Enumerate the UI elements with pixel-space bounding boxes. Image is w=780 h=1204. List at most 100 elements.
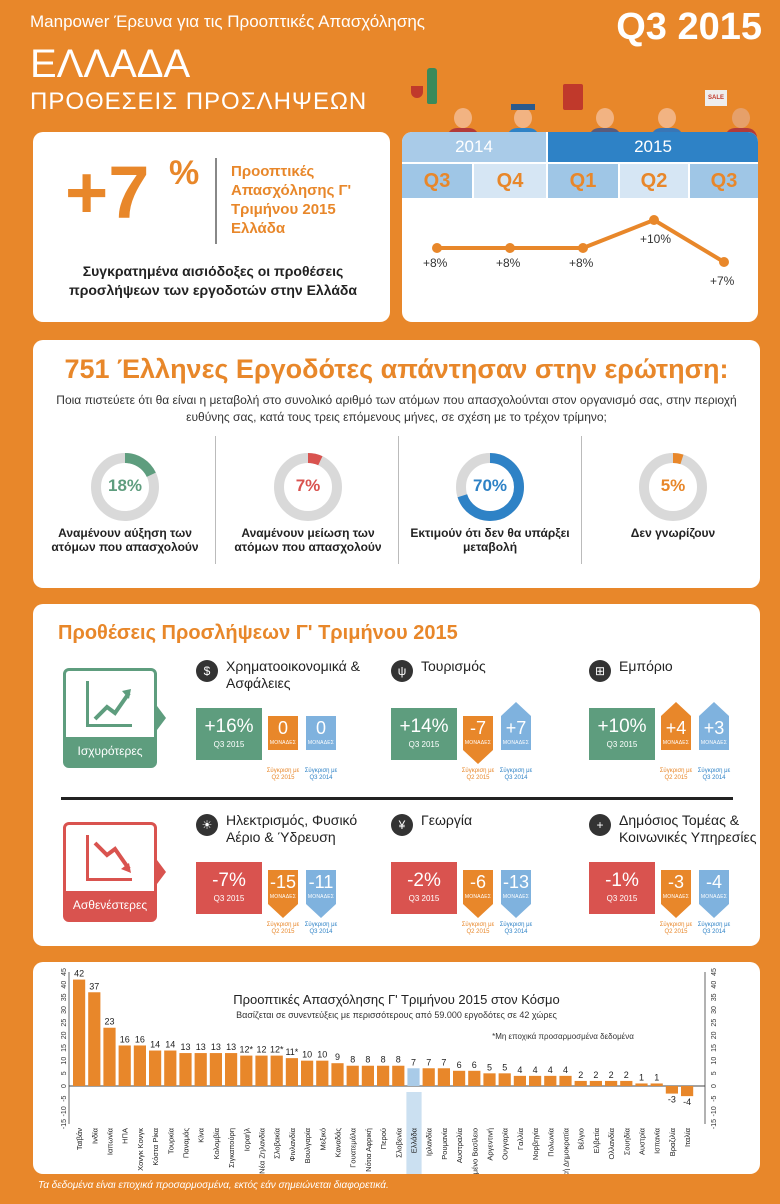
answer-increase: 18% Αναμένουν αύξηση των ατόμων που απασ… xyxy=(35,436,215,576)
category-label: Βουλγαρία xyxy=(303,1127,312,1163)
category-label: Πολωνία xyxy=(546,1127,555,1156)
bar-value-label: 8 xyxy=(396,1055,401,1065)
header-country: ΕΛΛΑΔΑ xyxy=(30,42,191,86)
sector-value: -1% xyxy=(605,870,639,891)
category-label: Τουρκία xyxy=(166,1127,175,1154)
answer-pct: 5% xyxy=(660,476,686,495)
bar xyxy=(665,1086,678,1094)
arrow-up-icon xyxy=(661,702,691,716)
compare-q3-label: Σύγκριση με Q3 2014 xyxy=(304,768,338,781)
compare-q2-label: Σύγκριση με Q2 2015 xyxy=(461,768,495,781)
donut-chart xyxy=(639,453,707,521)
category-label: Ηνωμένο Βασίλειο xyxy=(470,1128,479,1174)
bar-value-label: 5 xyxy=(487,1062,492,1072)
plus-icon: + xyxy=(589,814,611,836)
category-label: Σιγκαπούρη xyxy=(227,1128,236,1168)
change-box: +4 ΜΟΝΑΔΕΣ xyxy=(661,702,691,750)
bar-value-label: -3 xyxy=(668,1095,676,1105)
category-label: Ουγγαρία xyxy=(501,1127,510,1160)
bar-value-label: 13 xyxy=(196,1042,206,1052)
bar-value-label: 12* xyxy=(270,1045,284,1055)
bar xyxy=(650,1083,663,1086)
change-box: -6 ΜΟΝΑΔΕΣ xyxy=(463,870,493,918)
sector-period: Q3 2015 xyxy=(606,740,638,749)
category-label: Νέα Ζηλανδία xyxy=(258,1127,267,1173)
weakest-arrow xyxy=(154,856,166,888)
bar-value-label: 14 xyxy=(165,1040,175,1050)
category-label: Σουηδία xyxy=(622,1127,631,1155)
bar xyxy=(574,1080,587,1086)
y-tick-label: -15 xyxy=(711,1119,718,1129)
donut-slice xyxy=(456,453,524,521)
sector-period: Q3 2015 xyxy=(213,894,245,903)
y-tick-label: -10 xyxy=(711,1106,718,1116)
bar-value-label: -4 xyxy=(683,1097,691,1107)
category-label: Καναδάς xyxy=(334,1128,343,1158)
bar-value-label: 11* xyxy=(285,1047,298,1057)
sector-period: Q3 2015 xyxy=(408,894,440,903)
quarter-cell: Q3 xyxy=(690,164,758,198)
sector-value: -2% xyxy=(407,870,441,891)
sector-name: Γεωργία xyxy=(421,812,473,828)
category-label: Ελβετία xyxy=(592,1127,601,1153)
sector-name: Δημόσιος Τομέας & Κοινωνικές Υπηρεσίες xyxy=(619,812,757,845)
category-label: Ταϊβάν xyxy=(75,1128,84,1150)
section-divider xyxy=(61,797,733,800)
category-label: Μεξικό xyxy=(318,1128,327,1150)
sector-weakest-2: + Δημόσιος Τομέας & Κοινωνικές Υπηρεσίες -… xyxy=(581,810,771,950)
bar xyxy=(635,1083,648,1086)
chart-up-icon xyxy=(86,681,132,727)
arrow-down-icon xyxy=(463,904,493,918)
bar-value-label: 10 xyxy=(317,1050,327,1060)
change-unit: ΜΟΝΑΔΕΣ xyxy=(700,894,728,900)
y-tick-label: 10 xyxy=(711,1057,718,1065)
change-unit: ΜΟΝΑΔΕΣ xyxy=(502,740,530,746)
quarter-cell: Q4 xyxy=(474,164,546,198)
change-unit: ΜΟΝΑΔΕΣ xyxy=(700,740,728,746)
change-box: -4 ΜΟΝΑΔΕΣ xyxy=(699,870,729,918)
trend-point xyxy=(649,215,659,225)
bar-value-label: 8 xyxy=(381,1055,386,1065)
y-tick-label: 25 xyxy=(61,1019,68,1027)
arrow-up-icon xyxy=(699,702,729,716)
compare-q2-label: Σύγκριση με Q2 2015 xyxy=(659,922,693,935)
bar-value-label: 6 xyxy=(457,1060,462,1070)
bar xyxy=(164,1050,177,1086)
answer-no-change: 70% Εκτιμούν ότι δεν θα υπάρξει μεταβολή xyxy=(400,436,580,576)
answer-text: Αναμένουν αύξηση των ατόμων που απασχολο… xyxy=(51,526,199,554)
bar xyxy=(118,1045,131,1086)
change-value: -6 xyxy=(469,872,486,892)
category-label: Ρουμανία xyxy=(440,1127,449,1159)
divider xyxy=(215,158,217,244)
y-tick-label: -10 xyxy=(61,1106,68,1116)
sector-strongest-1: ψ Τουρισμός +14% Q3 2015 -7 ΜΟΝΑΔΕΣ +7 ΜΟΝΑΔΕΣ Σ… xyxy=(383,656,573,796)
bar xyxy=(392,1065,405,1086)
donut-chart xyxy=(91,453,159,521)
bar-value-label: 6 xyxy=(472,1060,477,1070)
outlook-value: +7 xyxy=(65,151,150,234)
y-tick-label: 25 xyxy=(711,1019,718,1027)
y-tick-label: 0 xyxy=(711,1084,718,1088)
y-tick-label: -15 xyxy=(61,1119,68,1129)
answer-pct: 18% xyxy=(107,476,143,495)
y-tick-label: 40 xyxy=(711,981,718,989)
header-subtitle: Manpower Έρευνα για τις Προοπτικές Απασχ… xyxy=(30,12,425,31)
trend-point xyxy=(719,257,729,267)
change-unit: ΜΟΝΑΔΕΣ xyxy=(269,894,297,900)
bar xyxy=(73,979,86,1086)
category-label: Βέλγιο xyxy=(577,1128,586,1150)
change-value: +4 xyxy=(665,718,687,738)
bar-value-label: 7 xyxy=(441,1057,446,1067)
bar-value-label: 37 xyxy=(89,981,99,991)
answer-pct: 70% xyxy=(472,476,508,495)
trend-card: 2014 2015 Q3 Q4 Q1 Q2 Q3 +8% +8% +8% +10… xyxy=(402,132,758,322)
y-tick-label: 5 xyxy=(61,1071,68,1075)
y-tick-label: 40 xyxy=(61,981,68,989)
change-box: +7 ΜΟΝΑΔΕΣ xyxy=(501,702,531,750)
trend-value: +8% xyxy=(496,256,521,270)
sector-weakest-0: ☀ Ηλεκτρισμός, Φυσικό Αέριο & Ύδρευση -7% Q… xyxy=(188,810,378,950)
sector-value-box: -7% Q3 2015 xyxy=(196,862,262,914)
cart-icon: ⊞ xyxy=(589,660,611,682)
survey-title: 751 Έλληνες Εργοδότες απάντησαν στην ερώ… xyxy=(64,354,729,384)
bar-value-label: 4 xyxy=(517,1065,522,1075)
